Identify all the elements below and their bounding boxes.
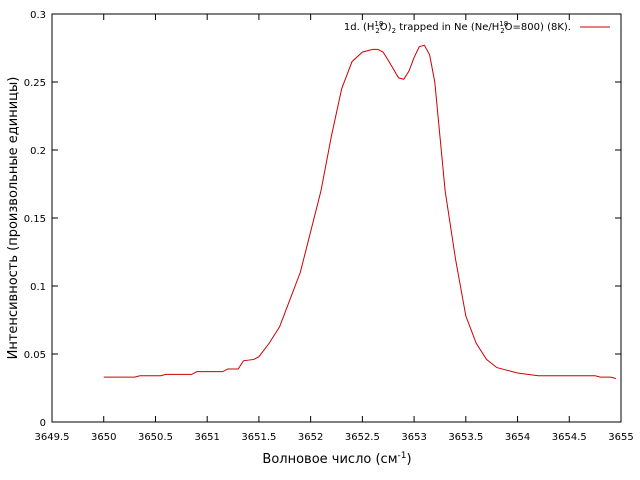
y-tick-label: 0.2 (30, 146, 46, 157)
y-tick-label: 0.05 (24, 350, 46, 361)
legend-label: 1d. (H18 2O)2 trapped in Ne (Ne/H18 2O=800… (344, 20, 571, 35)
x-tick-label: 3655 (608, 432, 633, 443)
y-tick-label: 0.3 (30, 10, 46, 21)
x-tick-label: 3650 (91, 432, 116, 443)
y-tick-label: 0 (40, 418, 46, 429)
x-tick-label: 3652.5 (345, 432, 380, 443)
plot-frame (51, 13, 622, 423)
x-axis-ticks: 3649.5 3650 3650.5 3651 3651.5 3652 3652.5 3653… (35, 14, 634, 443)
x-tick-label: 3650.5 (138, 432, 173, 443)
x-tick-label: 3651.5 (241, 432, 276, 443)
y-axis-label: Интенсивность (произвольные единицы) (6, 77, 21, 360)
plot-border (51, 13, 622, 423)
series-line (103, 44, 616, 379)
y-tick-label: 0.25 (24, 78, 46, 89)
x-tick-label: 3653.5 (448, 432, 483, 443)
y-axis-ticks: 0 0.05 0.1 0.15 0.2 0.25 0.3 (24, 10, 621, 429)
x-tick-label: 3654.5 (552, 432, 587, 443)
x-tick-label: 3653 (401, 432, 426, 443)
x-tick-label: 3654 (505, 432, 530, 443)
x-tick-label: 3649.5 (35, 432, 70, 443)
x-tick-label: 3652 (298, 432, 323, 443)
x-axis-label: Волновое число (см-1) (262, 451, 411, 467)
y-tick-label: 0.15 (24, 214, 46, 225)
x-tick-label: 3651 (194, 432, 219, 443)
legend: 1d. (H18 2O)2 trapped in Ne (Ne/H18 2O=800… (344, 20, 610, 35)
y-tick-label: 0.1 (30, 282, 46, 293)
